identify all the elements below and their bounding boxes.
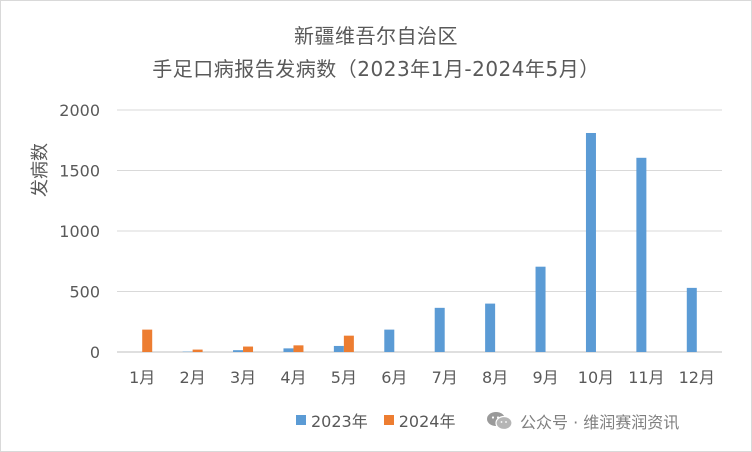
y-tick-label: 1500: [59, 162, 100, 181]
bar-2024-4: [293, 345, 304, 352]
x-tick-label: 3月: [230, 368, 256, 387]
x-tick-label: 9月: [532, 368, 558, 387]
bar-2023-10: [585, 132, 596, 352]
x-tick-label: 7月: [432, 368, 458, 387]
legend-item-2023: 2023年: [296, 408, 368, 432]
bar-2024-1: [142, 329, 153, 352]
watermark-text: 公众号 · 维润赛润资讯: [520, 413, 680, 432]
x-tick-label: 4月: [280, 368, 306, 387]
x-tick-label: 11月: [628, 368, 664, 387]
bar-2024-5: [343, 335, 354, 352]
bar-2023-3: [233, 350, 244, 352]
y-tick-label: 2000: [59, 101, 100, 120]
y-tick-label: 0: [90, 343, 100, 362]
x-tick-label: 10月: [578, 368, 614, 387]
legend-item-2024: 2024年: [383, 408, 456, 432]
x-tick-label: 8月: [482, 368, 508, 387]
watermark: 公众号 · 维润赛润资讯: [486, 409, 679, 433]
bar-2023-4: [283, 348, 294, 352]
bar-2023-7: [434, 307, 445, 352]
bar-2023-5: [333, 345, 344, 352]
bar-2023-11: [636, 157, 647, 352]
legend-label-2024: 2024年: [398, 412, 456, 431]
bar-2024-3: [243, 346, 254, 352]
bar-2023-8: [485, 303, 496, 352]
chart-title: 新疆维吾尔自治区: [294, 24, 458, 48]
x-tick-label: 2月: [180, 368, 206, 387]
bar-2024-2: [192, 349, 203, 352]
legend-label-2023: 2023年: [311, 412, 368, 431]
x-tick-label: 5月: [331, 368, 357, 387]
y-tick-label: 1000: [59, 222, 100, 241]
chart-subtitle: 手足口病报告发病数（2023年1月-2024年5月）: [152, 57, 600, 81]
legend-swatch-2024: [383, 415, 394, 425]
x-tick-label: 1月: [129, 368, 155, 387]
x-tick-label: 6月: [381, 368, 407, 387]
chart-legend: 2023年 2024年: [296, 408, 471, 432]
bar-2023-12: [686, 287, 697, 352]
legend-swatch-2023: [296, 415, 306, 425]
x-tick-label: 12月: [679, 368, 715, 387]
y-tick-label: 500: [69, 283, 100, 302]
bar-2023-6: [384, 329, 395, 352]
bar-2023-9: [535, 266, 546, 352]
wechat-icon: [486, 411, 514, 431]
